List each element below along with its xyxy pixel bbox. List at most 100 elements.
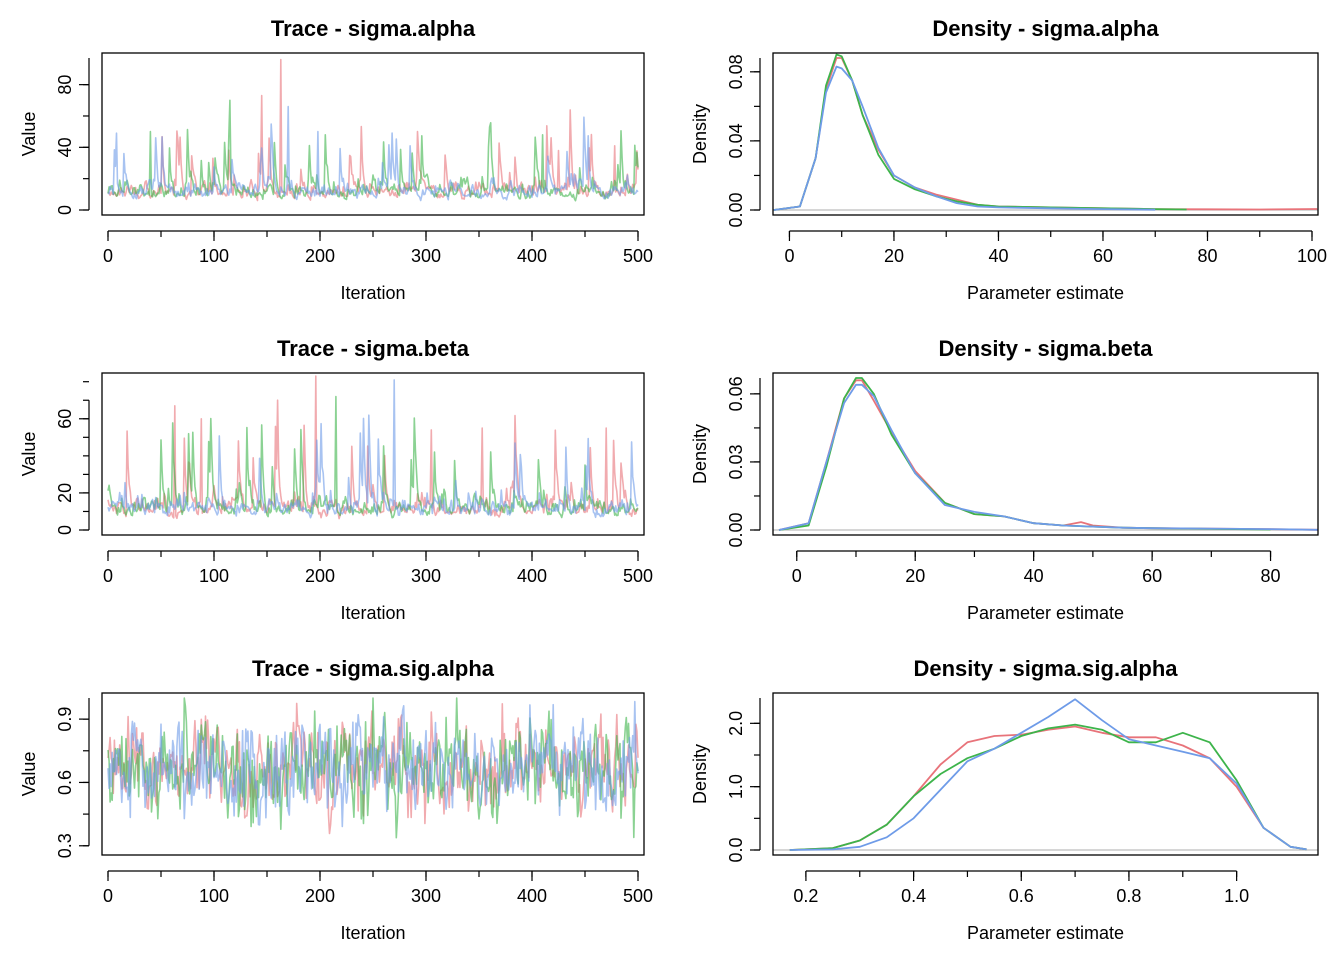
- density-curve-chain-2: [778, 377, 1271, 531]
- x-tick-label: 200: [305, 566, 335, 586]
- y-tick-label: 0.06: [726, 376, 746, 411]
- panel-4: Density - sigma.beta 0 20 40 60 80 Parameter e…: [690, 336, 1319, 623]
- x-tick-label: 500: [623, 246, 653, 266]
- x-tick-label: 100: [199, 566, 229, 586]
- y-axis: 0 20 60: [55, 381, 90, 535]
- x-axis: 0 20 40 60 80: [792, 550, 1281, 586]
- x-tick-label: 20: [884, 246, 904, 266]
- y-tick-label: 0.00: [726, 192, 746, 227]
- y-tick-label: 2.0: [726, 711, 746, 736]
- panel-5: Trace - sigma.sig.alpha 0 100 200 300 400 500 I…: [19, 656, 653, 943]
- y-axis: 0.3 0.6 0.9: [55, 698, 90, 858]
- density-curve-chain-1: [773, 57, 1318, 211]
- plot-area: [773, 698, 1318, 851]
- y-tick-label: 0.04: [726, 123, 746, 158]
- x-tick-label: 100: [1297, 246, 1327, 266]
- x-tick-label: 0.8: [1116, 886, 1141, 906]
- x-tick-label: 0.2: [793, 886, 818, 906]
- x-tick-label: 200: [305, 886, 335, 906]
- y-tick-label: 20: [55, 483, 75, 503]
- x-tick-label: 40: [988, 246, 1008, 266]
- x-axis: 0 100 200 300 400 500: [103, 230, 653, 266]
- y-axis: 0.0 1.0 2.0: [726, 698, 761, 863]
- x-axis-label: Parameter estimate: [967, 603, 1124, 623]
- trace-line-chain-3: [107, 105, 639, 202]
- panel-title: Trace - sigma.sig.alpha: [252, 656, 495, 681]
- panel-title: Density - sigma.beta: [939, 336, 1154, 361]
- y-tick-label: 60: [55, 409, 75, 429]
- x-tick-label: 0: [792, 566, 802, 586]
- y-axis: 0.00 0.04 0.08: [726, 54, 761, 228]
- trace-line-chain-2: [107, 99, 639, 202]
- panel-title: Trace - sigma.beta: [277, 336, 470, 361]
- y-axis: 0 40 80: [55, 58, 90, 215]
- y-tick-label: 40: [55, 137, 75, 157]
- y-tick-label: 80: [55, 75, 75, 95]
- x-tick-label: 20: [905, 566, 925, 586]
- x-tick-label: 300: [411, 246, 441, 266]
- x-tick-label: 0: [103, 246, 113, 266]
- x-tick-label: 0.6: [1009, 886, 1034, 906]
- y-tick-label: 0.03: [726, 444, 746, 479]
- plot-area: [773, 377, 1318, 531]
- y-tick-label: 0.00: [726, 512, 746, 547]
- plot-frame: [101, 692, 645, 856]
- x-axis: 0 20 40 60 80 100: [784, 230, 1327, 266]
- x-tick-label: 500: [623, 566, 653, 586]
- x-axis: 0 100 200 300 400 500: [103, 870, 653, 906]
- y-axis-label: Density: [690, 744, 710, 804]
- x-tick-label: 300: [411, 886, 441, 906]
- x-tick-label: 80: [1261, 566, 1281, 586]
- panel-title: Density - sigma.sig.alpha: [913, 656, 1178, 681]
- x-tick-label: 1.0: [1224, 886, 1249, 906]
- x-tick-label: 0: [103, 886, 113, 906]
- plot-frame: [101, 372, 645, 536]
- y-axis-label: Density: [690, 424, 710, 484]
- panel-1: Trace - sigma.alpha 0 100 200 300 400 500 Itera…: [19, 16, 653, 303]
- plot-frame: [772, 692, 1319, 856]
- plot-frame: [772, 52, 1319, 216]
- y-tick-label: 0.9: [55, 707, 75, 732]
- y-axis-label: Density: [690, 104, 710, 164]
- x-axis-label: Iteration: [340, 283, 405, 303]
- panel-6: Density - sigma.sig.alpha 0.2 0.4 0.6 0.8 1.0…: [690, 656, 1319, 943]
- panel-title: Density - sigma.alpha: [932, 16, 1159, 41]
- plot-frame: [101, 52, 645, 216]
- y-tick-label: 0: [55, 525, 75, 535]
- x-tick-label: 0: [784, 246, 794, 266]
- x-tick-label: 400: [517, 246, 547, 266]
- density-curve-chain-3: [773, 65, 1156, 211]
- x-tick-label: 40: [1024, 566, 1044, 586]
- y-tick-label: 1.0: [726, 774, 746, 799]
- x-tick-label: 400: [517, 886, 547, 906]
- y-axis-label: Value: [19, 112, 39, 157]
- panel-title: Trace - sigma.alpha: [271, 16, 476, 41]
- density-curve-chain-1: [778, 379, 1318, 531]
- x-tick-label: 400: [517, 566, 547, 586]
- trace-line-chain-1: [107, 375, 639, 520]
- x-axis-label: Iteration: [340, 923, 405, 943]
- x-tick-label: 60: [1142, 566, 1162, 586]
- x-tick-label: 100: [199, 246, 229, 266]
- trace-line-chain-3: [107, 379, 639, 519]
- x-axis-label: Parameter estimate: [967, 283, 1124, 303]
- trace-line-chain-2: [107, 395, 639, 519]
- plot-area: [107, 375, 639, 520]
- density-curve-chain-3: [789, 698, 1307, 851]
- x-tick-label: 200: [305, 246, 335, 266]
- plot-area: [107, 58, 639, 202]
- x-axis: 0.2 0.4 0.6 0.8 1.0: [793, 870, 1249, 906]
- density-curve-chain-1: [789, 725, 1307, 851]
- plot-area: [773, 53, 1318, 211]
- trace-line-chain-1: [107, 58, 639, 202]
- y-axis-label: Value: [19, 432, 39, 477]
- y-tick-label: 0.0: [726, 837, 746, 862]
- plot-frame: [772, 372, 1319, 536]
- x-tick-label: 0.4: [901, 886, 926, 906]
- density-curve-chain-3: [778, 383, 1318, 531]
- x-axis-label: Iteration: [340, 603, 405, 623]
- y-tick-label: 0.3: [55, 833, 75, 858]
